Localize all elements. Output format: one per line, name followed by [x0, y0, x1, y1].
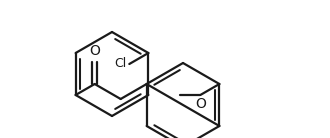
Text: Cl: Cl [114, 58, 126, 71]
Text: O: O [89, 44, 100, 58]
Text: O: O [195, 97, 206, 111]
